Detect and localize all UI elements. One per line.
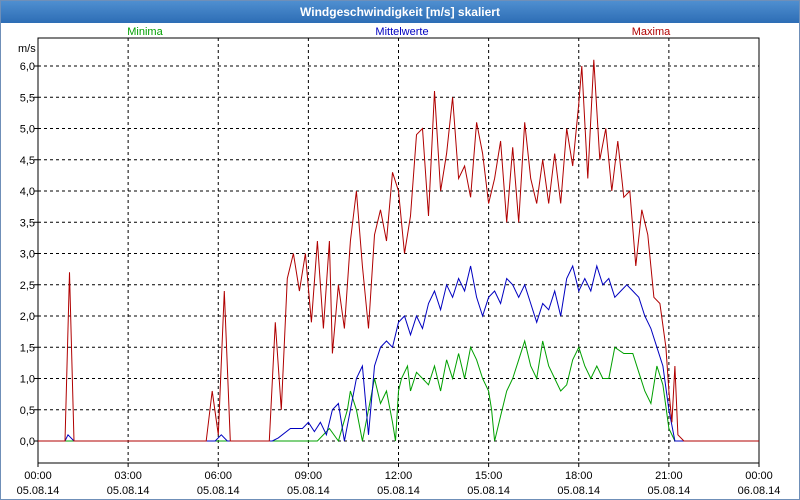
legend-mittelwerte: Mittelwerte: [375, 26, 428, 38]
series-line-maxima: [38, 59, 759, 442]
x-tick-date-label: 06.08.14: [738, 485, 781, 497]
x-axis-ticks: 00:00 05.08.14 03:00 05.08.14 06:00 05.08.14 0…: [17, 470, 781, 497]
x-tick-date-label: 05.08.14: [557, 485, 600, 497]
y-tick-label: 0,5: [20, 405, 35, 417]
legend-maxima: Maxima: [632, 26, 671, 38]
x-tick-time-label: 03:00: [114, 470, 142, 482]
y-axis-unit-label: m/s: [18, 43, 36, 55]
series-line-mittelwerte: [38, 264, 759, 442]
y-tick-label: 5,5: [20, 92, 35, 104]
y-tick-label: 4,0: [20, 186, 35, 198]
x-tick-time-label: 18:00: [565, 470, 593, 482]
x-tick-time-label: 21:00: [655, 470, 683, 482]
legend: Minima Mittelwerte Maxima: [127, 26, 671, 38]
x-tick-date-label: 05.08.14: [377, 485, 420, 497]
y-tick-label: 3,5: [20, 217, 35, 229]
window-title: Windgeschwindigkeit [m/s] skaliert: [1, 1, 799, 23]
y-tick-label: 1,0: [20, 374, 35, 386]
x-tick-time-label: 15:00: [475, 470, 503, 482]
x-tick-time-label: 06:00: [204, 470, 232, 482]
y-tick-label: 2,0: [20, 311, 35, 323]
x-tick-date-label: 05.08.14: [467, 485, 510, 497]
x-tick-date-label: 05.08.14: [107, 485, 150, 497]
x-tick-date-label: 05.08.14: [17, 485, 60, 497]
x-tick-time-label: 12:00: [385, 470, 413, 482]
y-tick-label: 0,0: [20, 436, 35, 448]
y-tick-label: 2,5: [20, 280, 35, 292]
x-tick-date-label: 05.08.14: [647, 485, 690, 497]
y-tick-label: 5,0: [20, 124, 35, 136]
x-tick-time-label: 00:00: [745, 470, 773, 482]
x-tick-date-label: 05.08.14: [197, 485, 240, 497]
x-tick-time-label: 09:00: [295, 470, 323, 482]
y-tick-label: 3,0: [20, 249, 35, 261]
legend-minima: Minima: [127, 26, 163, 38]
y-tick-label: 1,5: [20, 342, 35, 354]
y-axis-ticks: 0,0 0,5 1,0 1,5 2,0 2,5 3,0 3,5 4,0 4,5 5,0 5,5 6,0: [20, 61, 35, 448]
y-tick-label: 6,0: [20, 61, 35, 73]
plot-frame: [37, 37, 760, 464]
x-tick-date-label: 05.08.14: [287, 485, 330, 497]
series-line-minima: [38, 339, 759, 443]
y-tick-label: 4,5: [20, 155, 35, 167]
series-layer: [38, 59, 759, 443]
x-tick-time-label: 00:00: [24, 470, 52, 482]
